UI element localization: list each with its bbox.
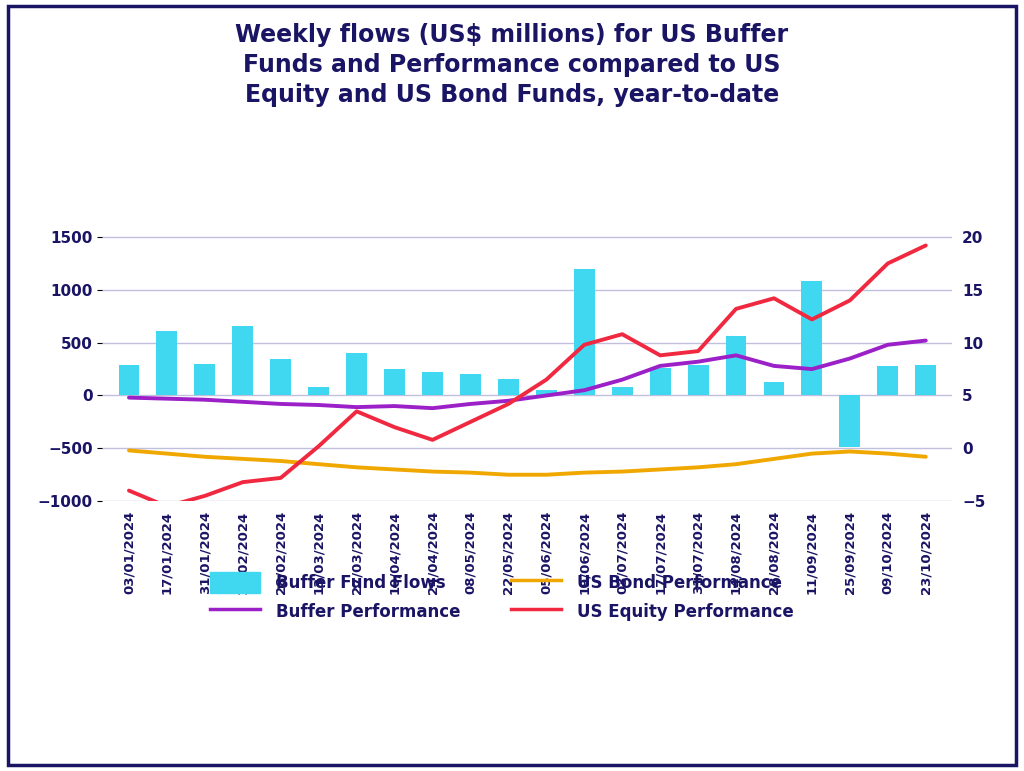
Bar — [384, 369, 406, 396]
Bar — [498, 379, 519, 396]
Bar — [119, 365, 139, 396]
Bar — [460, 375, 481, 396]
Bar — [649, 368, 671, 396]
Bar — [308, 387, 329, 396]
Bar — [764, 382, 784, 396]
Bar — [726, 336, 746, 396]
Bar — [802, 281, 822, 396]
Bar — [878, 366, 898, 396]
Bar — [840, 396, 860, 447]
Bar — [157, 331, 177, 396]
Bar — [611, 387, 633, 396]
Bar — [573, 269, 595, 396]
Text: Weekly flows (US$ millions) for US Buffer
Funds and Performance compared to US
E: Weekly flows (US$ millions) for US Buffe… — [236, 23, 788, 106]
Bar — [232, 326, 253, 396]
Bar — [422, 372, 443, 396]
Bar — [270, 359, 291, 396]
Legend: Buffer Fund Flows, Buffer Performance, US Bond Performance, US Equity Performanc: Buffer Fund Flows, Buffer Performance, U… — [210, 572, 795, 621]
Bar — [195, 364, 215, 396]
Bar — [536, 390, 557, 396]
Bar — [688, 365, 709, 396]
Bar — [915, 365, 936, 396]
Bar — [346, 353, 367, 396]
